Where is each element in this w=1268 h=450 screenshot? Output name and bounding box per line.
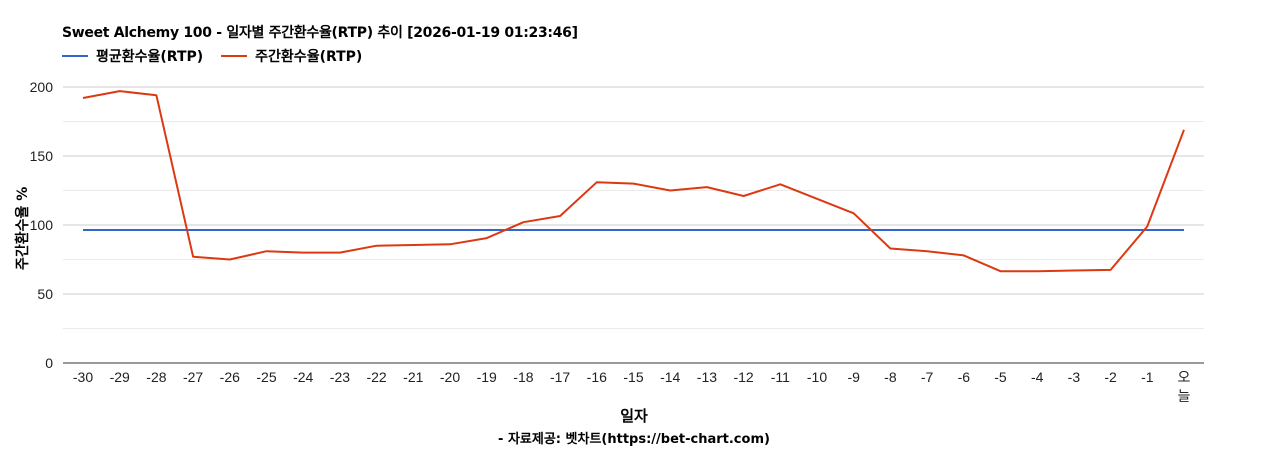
legend-swatch-blue (62, 55, 88, 57)
x-tick-label: -9 (847, 369, 860, 385)
x-tick-label: -27 (183, 369, 203, 385)
x-tick-label: 늘 (1178, 388, 1191, 404)
legend-label: 평균환수율(RTP) (96, 49, 204, 65)
x-tick-label: -6 (958, 369, 971, 385)
y-tick-label: 100 (30, 217, 54, 233)
x-tick-label: -7 (921, 369, 934, 385)
x-axis-title: 일자 (620, 407, 648, 425)
source-credit: - 자료제공: 벳차트(https://bet-chart.com) (498, 432, 770, 447)
chart-title: Sweet Alchemy 100 - 일자별 주간환수율(RTP) 추이 [2… (62, 25, 578, 41)
x-tick-label: -4 (1031, 369, 1044, 385)
legend-item-weekly-rtp[interactable]: 주간환수율(RTP) (221, 46, 362, 66)
series-line-weekly-rtp (82, 90, 1185, 273)
x-tick-label: -20 (440, 369, 460, 385)
x-tick-label: -28 (146, 369, 166, 385)
x-tick-label: -18 (513, 369, 533, 385)
x-tick-label: -14 (660, 369, 680, 385)
x-tick-label: -10 (807, 369, 827, 385)
x-tick-label: -2 (1104, 369, 1117, 385)
x-tick-label: -22 (366, 369, 386, 385)
legend: 평균환수율(RTP) 주간환수율(RTP) (62, 46, 362, 66)
x-tick-label: -19 (477, 369, 497, 385)
x-tick-label: -17 (550, 369, 570, 385)
y-tick-label: 0 (45, 355, 53, 371)
x-tick-label: -30 (73, 369, 93, 385)
y-tick-label: 50 (37, 286, 53, 302)
legend-swatch-red (221, 55, 248, 57)
x-tick-label: -5 (994, 369, 1007, 385)
x-tick-label: -3 (1068, 369, 1081, 385)
x-tick-label: -25 (256, 369, 276, 385)
x-tick-label: -21 (403, 369, 423, 385)
x-tick-label: -8 (884, 369, 897, 385)
x-tick-label: -1 (1141, 369, 1154, 385)
x-tick-label: -23 (330, 369, 350, 385)
x-tick-label: -26 (220, 369, 240, 385)
x-tick-label: -12 (733, 369, 753, 385)
legend-label: 주간환수율(RTP) (255, 49, 363, 65)
x-tick-label: -13 (697, 369, 717, 385)
x-tick-label: -29 (110, 369, 130, 385)
x-tick-label: 오 (1178, 369, 1191, 385)
y-tick-label: 150 (30, 148, 54, 164)
y-tick-label: 200 (30, 79, 54, 95)
x-tick-label: -16 (587, 369, 607, 385)
legend-item-average-rtp[interactable]: 평균환수율(RTP) (62, 46, 203, 66)
x-tick-label: -24 (293, 369, 313, 385)
x-tick-label: -11 (771, 369, 790, 385)
x-tick-label: -15 (623, 369, 643, 385)
